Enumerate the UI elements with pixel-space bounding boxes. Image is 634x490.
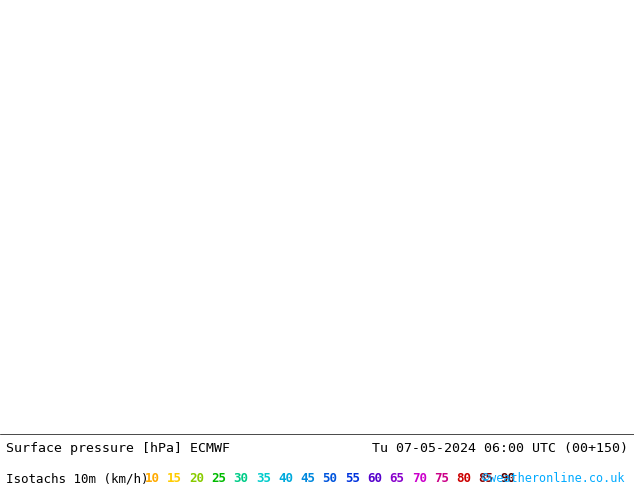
Text: 75: 75 (434, 472, 449, 485)
Text: 40: 40 (278, 472, 293, 485)
Text: 85: 85 (479, 472, 493, 485)
Text: 90: 90 (501, 472, 516, 485)
Text: 20: 20 (189, 472, 204, 485)
Text: 80: 80 (456, 472, 471, 485)
Text: ©weatheronline.co.uk: ©weatheronline.co.uk (482, 472, 624, 485)
Text: 50: 50 (323, 472, 338, 485)
Text: 10: 10 (145, 472, 160, 485)
Text: 70: 70 (411, 472, 427, 485)
Text: 35: 35 (256, 472, 271, 485)
Text: 55: 55 (345, 472, 360, 485)
Text: 60: 60 (367, 472, 382, 485)
Text: 30: 30 (233, 472, 249, 485)
Text: 15: 15 (167, 472, 182, 485)
Text: 45: 45 (301, 472, 315, 485)
Text: 25: 25 (211, 472, 226, 485)
Text: Surface pressure [hPa] ECMWF: Surface pressure [hPa] ECMWF (6, 442, 230, 455)
Text: Tu 07-05-2024 06:00 UTC (00+150): Tu 07-05-2024 06:00 UTC (00+150) (372, 442, 628, 455)
Text: Isotachs 10m (km/h): Isotachs 10m (km/h) (6, 472, 149, 485)
Text: 65: 65 (389, 472, 404, 485)
